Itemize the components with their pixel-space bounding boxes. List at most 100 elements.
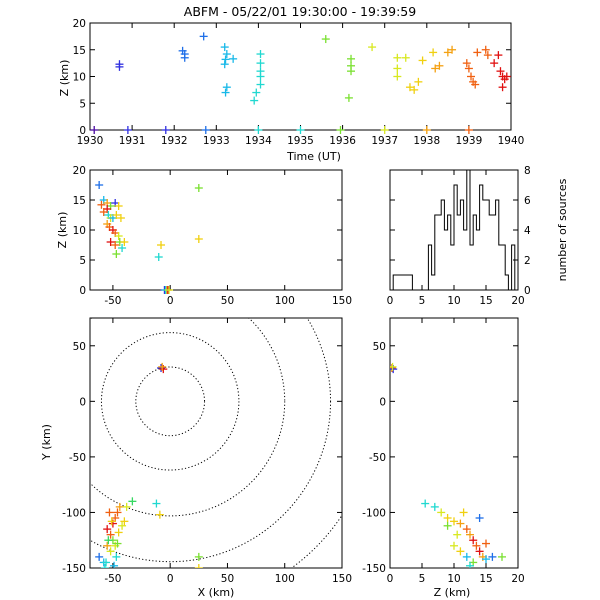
time-height-xlabel: Time (UT): [286, 150, 341, 163]
histogram-xtick-label: 0: [387, 295, 394, 307]
x-z-ytick-label: 15: [73, 195, 86, 207]
z-y-xlabel: Z (km): [434, 586, 471, 599]
x-z-xtick-label: 0: [167, 295, 174, 307]
time-height-point: [229, 54, 238, 63]
plan-view-point: [107, 517, 116, 526]
range-ring: [290, 514, 342, 568]
plan-view-point: [110, 561, 119, 568]
z-y-point: [462, 552, 471, 561]
time-height-point: [464, 64, 473, 73]
plan-view-point: [115, 502, 124, 511]
time-height-ytick-label: 10: [73, 72, 86, 84]
z-y-point: [450, 541, 458, 550]
time-height-point: [422, 126, 431, 134]
time-height-point: [256, 80, 265, 89]
x-z-point: [154, 253, 163, 261]
plan-view-point: [100, 564, 109, 568]
time-height-point: [414, 77, 423, 86]
time-height-ytick-label: 15: [73, 45, 86, 57]
histogram-xtick-label: 15: [479, 295, 492, 307]
z-y-ytick-label: 50: [373, 341, 386, 353]
z-y-point: [462, 525, 471, 534]
plan-view-point: [118, 521, 127, 530]
range-ring: [135, 366, 206, 437]
z-y-point: [430, 502, 439, 511]
plan-view-point: [111, 514, 120, 522]
plan-view-ytick-label: 0: [79, 396, 86, 408]
x-z-point: [194, 235, 203, 243]
x-z-point: [97, 200, 106, 209]
x-z-point: [111, 241, 120, 249]
plan-view-point: [128, 497, 137, 506]
z-y-point: [450, 517, 458, 526]
z-y-point: [472, 541, 481, 550]
x-z-ylabel: Z (km): [56, 212, 69, 249]
x-z-xtick-label: -50: [104, 295, 121, 307]
time-height-point: [405, 83, 414, 92]
time-height-point: [256, 59, 265, 68]
time-height-point: [221, 88, 230, 97]
histogram-xtick-label: 10: [447, 295, 460, 307]
time-height-xtick-label: 1937: [371, 135, 398, 147]
x-z-xtick-label: 150: [332, 295, 352, 307]
time-height-point: [481, 45, 490, 54]
time-height-xtick-label: 1936: [329, 135, 356, 147]
x-z-ytick-label: 0: [79, 285, 86, 297]
time-height-point: [296, 126, 305, 134]
histogram-xtick-label: 5: [419, 295, 426, 307]
time-height-point: [435, 61, 444, 70]
z-y-points: [390, 362, 506, 568]
range-ring: [90, 318, 331, 563]
time-height-point: [496, 67, 505, 76]
z-y-xtick-label: 15: [479, 573, 492, 585]
z-y-xtick-label: 5: [419, 573, 426, 585]
x-z-xtick-label: 50: [221, 295, 234, 307]
time-height-point: [483, 51, 492, 60]
time-height-point: [462, 59, 471, 68]
x-z-panel: Z (km) -50 0 50 100 150 0 5 10 15 20: [56, 165, 352, 307]
time-height-point: [221, 55, 230, 64]
time-height-point: [448, 45, 457, 54]
time-height-xtick-label: 1930: [77, 135, 104, 147]
range-ring: [100, 332, 240, 471]
time-height-point: [467, 72, 476, 81]
time-height-point: [115, 62, 124, 71]
time-height-point: [201, 126, 210, 134]
time-height-point: [431, 64, 440, 73]
x-z-point: [112, 211, 121, 219]
time-height-point: [494, 51, 503, 60]
time-height-ylabel: Z (km): [58, 60, 71, 97]
time-height-point: [347, 54, 356, 63]
time-height-point: [498, 83, 507, 92]
plan-view-point: [114, 528, 123, 537]
x-z-frame: [89, 169, 343, 291]
plan-view-point: [103, 541, 112, 550]
plan-view-point: [106, 547, 115, 556]
plan-view-point: [112, 552, 121, 561]
time-height-point: [393, 53, 402, 62]
histogram-xtick-label: 20: [511, 295, 524, 307]
histogram-steps: [390, 169, 518, 291]
x-z-point: [157, 241, 166, 249]
range-ring: [90, 318, 286, 517]
z-y-point: [469, 536, 478, 545]
z-y-point: [421, 499, 430, 508]
plan-view-points: [95, 362, 203, 568]
time-height-point: [401, 53, 410, 62]
z-y-xtick-label: 0: [387, 573, 394, 585]
plan-view-frame: [89, 317, 343, 569]
time-height-point: [199, 32, 208, 41]
z-y-point: [453, 530, 462, 539]
time-height-point: [222, 83, 231, 92]
z-y-xtick-label: 10: [447, 573, 460, 585]
time-height-point: [161, 126, 170, 134]
plan-view-point: [103, 525, 112, 534]
z-y-ytick-label: -50: [369, 452, 386, 464]
time-height-point: [321, 35, 330, 44]
plan-view-point: [158, 362, 167, 371]
x-z-point: [95, 181, 104, 189]
plan-view-xtick-label: -50: [104, 573, 121, 585]
plan-view-point: [120, 517, 129, 526]
